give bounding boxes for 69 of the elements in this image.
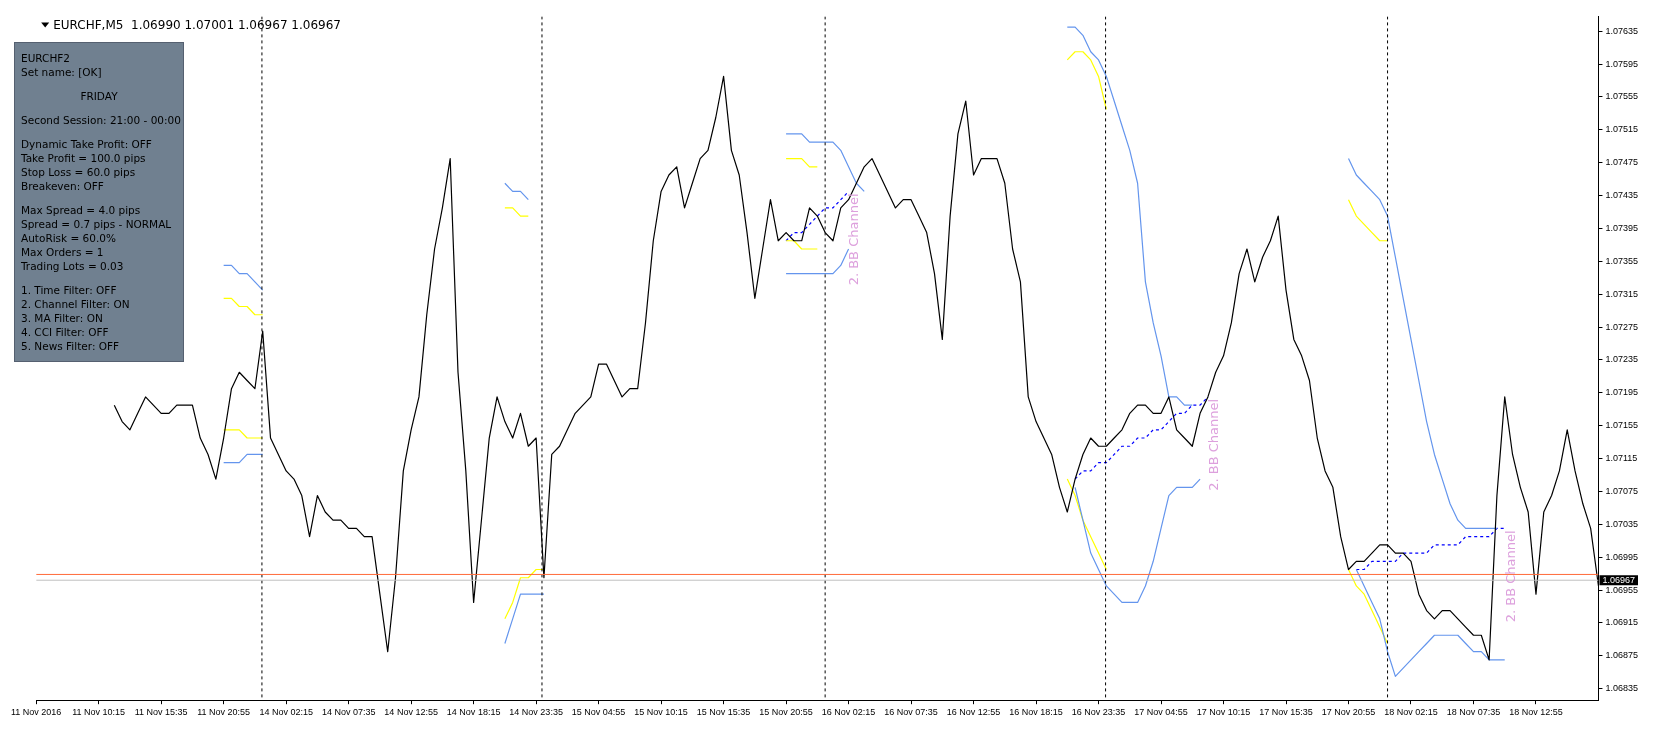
x-tick-label: 11 Nov 20:55: [197, 707, 251, 718]
x-tick-label: 14 Nov 07:35: [321, 707, 376, 718]
x-tick-label: 17 Nov 10:15: [1196, 707, 1251, 718]
y-tick-label: 1.07275: [1605, 321, 1639, 332]
x-tick-label: 17 Nov 15:35: [1259, 707, 1313, 718]
x-tick-label: 16 Nov 07:35: [884, 707, 938, 718]
x-tick-label: 18 Nov 07:35: [1446, 707, 1501, 718]
y-tick-label: 1.07635: [1605, 25, 1639, 36]
x-tick-label: 15 Nov 04:55: [571, 707, 626, 718]
annotation: EURCHF2: [21, 51, 72, 65]
x-tick-label: 18 Nov 02:15: [1384, 707, 1438, 718]
annotation: 3. MA Filter: ON: [21, 311, 104, 325]
x-tick-label: 15 Nov 20:55: [759, 707, 813, 718]
y-tick-label: 1.07555: [1605, 91, 1639, 102]
x-tick-label: 14 Nov 18:15: [446, 707, 501, 718]
y-tick-label: 1.06835: [1605, 683, 1639, 694]
y-tick-label: 1.07075: [1605, 485, 1639, 496]
x-tick-label: 14 Nov 12:55: [384, 707, 438, 718]
x-tick-label: 14 Nov 23:35: [509, 707, 563, 718]
x-tick-label: 11 Nov 10:15: [72, 707, 126, 718]
y-tick-label: 1.07435: [1605, 190, 1639, 201]
x-tick-label: 16 Nov 02:15: [821, 707, 876, 718]
x-tick-label: 11 Nov 15:35: [134, 707, 188, 718]
y-tick-label: 1.06915: [1605, 617, 1639, 628]
y-tick-label: 1.07595: [1605, 58, 1639, 69]
x-tick-label: 15 Nov 15:35: [696, 707, 751, 718]
ref-line-label: 1.06967: [1602, 574, 1636, 585]
y-tick-label: 1.06955: [1605, 584, 1639, 595]
annotation: 5. News Filter: OFF: [21, 339, 121, 353]
x-tick-label: 14 Nov 02:15: [259, 707, 313, 718]
annotation: Stop Loss = 60.0 pips: [21, 165, 137, 179]
x-tick-label: 16 Nov 23:35: [1071, 707, 1126, 718]
annotation: Breakeven: OFF: [21, 179, 105, 193]
x-tick-label: 15 Nov 10:15: [634, 707, 688, 718]
y-tick-label: 1.07035: [1605, 518, 1639, 529]
annotation: 2. Channel Filter: ON: [21, 297, 131, 311]
y-tick-label: 1.07155: [1605, 420, 1639, 431]
annotation: Trading Lots = 0.03: [21, 259, 125, 273]
annotation: Set name: [OK]: [21, 65, 103, 79]
annotation: AutoRisk = 60.0%: [21, 231, 117, 245]
x-tick-label: 16 Nov 12:55: [946, 707, 1001, 718]
annotation: Max Orders = 1: [21, 245, 105, 259]
y-tick-label: 1.07475: [1605, 157, 1639, 168]
x-tick-label: 11 Nov 2016: [11, 707, 62, 718]
x-tick-label: 17 Nov 20:55: [1321, 707, 1376, 718]
x-tick-label: 17 Nov 04:55: [1134, 707, 1188, 718]
annotation: 2. BB Channel: [846, 193, 862, 286]
annotation: 2. BB Channel: [1502, 530, 1518, 623]
annotation: Dynamic Take Profit: OFF: [21, 137, 153, 151]
annotation: Second Session: 21:00 - 00:00: [21, 113, 181, 127]
annotation: Max Spread = 4.0 pips: [21, 203, 142, 217]
y-tick-label: 1.07195: [1605, 387, 1639, 398]
y-tick-label: 1.07395: [1605, 222, 1639, 233]
chart-title: EURCHF,M5 1.06990 1.07001 1.06967 1.06967: [53, 17, 341, 32]
y-tick-label: 1.07355: [1605, 255, 1639, 266]
y-tick-label: 1.07515: [1605, 124, 1639, 135]
annotation: 2. BB Channel: [1205, 398, 1221, 491]
annotation: Take Profit = 100.0 pips: [21, 151, 147, 165]
x-tick-label: 18 Nov 12:55: [1509, 707, 1563, 718]
y-tick-label: 1.06995: [1605, 551, 1639, 562]
annotation: 1. Time Filter: OFF: [21, 283, 118, 297]
y-tick-label: 1.07115: [1605, 453, 1638, 464]
y-tick-label: 1.07235: [1605, 354, 1639, 365]
annotation: Spread = 0.7 pips - NORMAL: [21, 217, 173, 231]
x-tick-label: 16 Nov 18:15: [1009, 707, 1063, 718]
annotation: FRIDAY: [79, 89, 119, 103]
y-tick-label: 1.07315: [1605, 288, 1639, 299]
y-tick-label: 1.06875: [1605, 650, 1639, 661]
annotation: 4. CCI Filter: OFF: [21, 325, 110, 339]
